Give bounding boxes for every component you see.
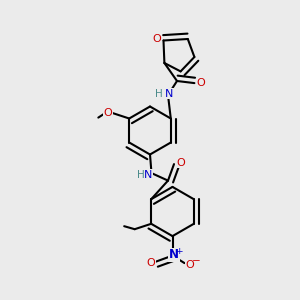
Text: O: O [176, 158, 185, 168]
Text: O: O [152, 34, 161, 44]
Text: O: O [146, 258, 155, 268]
Text: N: N [144, 169, 153, 180]
Text: H: H [155, 88, 163, 99]
Text: N: N [165, 88, 174, 99]
Text: H: H [137, 169, 145, 180]
Text: O: O [185, 260, 194, 270]
Text: N: N [169, 248, 179, 262]
Text: +: + [175, 248, 183, 256]
Text: −: − [191, 256, 200, 266]
Text: O: O [104, 108, 112, 118]
Text: O: O [196, 78, 206, 88]
